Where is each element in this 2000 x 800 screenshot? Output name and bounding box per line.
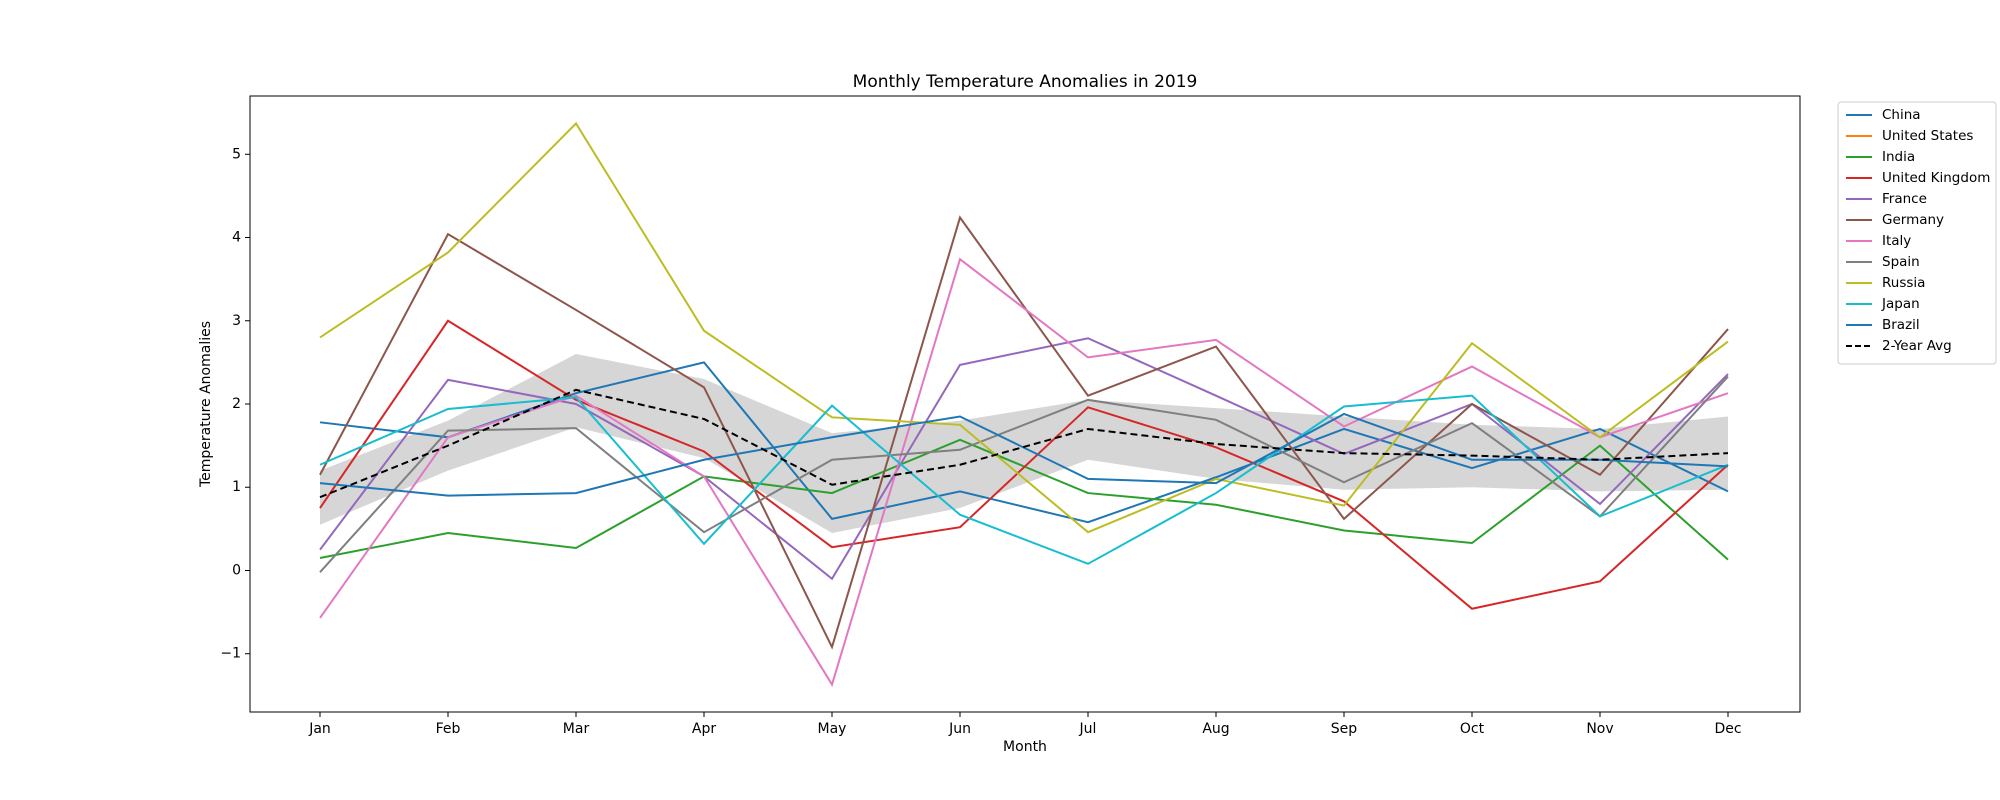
band-area (320, 354, 1728, 534)
x-tick-label: Oct (1460, 721, 1485, 737)
series-line (319, 388, 1729, 499)
x-tick-label: Aug (1202, 721, 1229, 737)
y-tick-label: 1 (232, 479, 241, 495)
y-tick-label: −1 (220, 646, 241, 662)
x-tick-label: Dec (1714, 721, 1741, 737)
legend-label: 2-Year Avg (1882, 338, 1952, 354)
legend-label: Spain (1882, 254, 1920, 270)
y-tick-label: 2 (232, 396, 241, 412)
chart-title: Monthly Temperature Anomalies in 2019 (853, 72, 1198, 92)
y-tick-label: 5 (232, 146, 241, 162)
x-tick-label: Jan (308, 721, 331, 737)
x-tick-label: Mar (563, 721, 590, 737)
y-axis-label: Temperature Anomalies (198, 321, 214, 488)
x-tick-label: Apr (692, 721, 716, 737)
series-line (319, 121, 1729, 534)
legend-label: Brazil (1882, 317, 1920, 333)
legend-label: China (1882, 107, 1921, 123)
legend-label: Germany (1882, 212, 1944, 228)
y-tick-label: 4 (232, 230, 241, 246)
x-axis-label: Month (1003, 739, 1047, 755)
x-tick-label: Jul (1079, 721, 1097, 737)
legend-label: United States (1882, 128, 1973, 144)
legend-label: Japan (1881, 296, 1920, 312)
y-tick-label: 3 (232, 313, 241, 329)
x-tick-label: Jun (948, 721, 971, 737)
series-line (319, 257, 1729, 687)
legend-label: United Kingdom (1882, 170, 1990, 186)
x-tick-label: May (818, 721, 847, 737)
legend-label: Italy (1882, 233, 1911, 249)
legend-label: India (1882, 149, 1915, 165)
legend-label: Russia (1882, 275, 1925, 291)
x-tick-label: Feb (436, 721, 461, 737)
series-line (319, 319, 1729, 610)
x-tick-label: Sep (1331, 721, 1358, 737)
series-line (319, 375, 1729, 573)
y-tick-label: 0 (232, 562, 241, 578)
legend-box (1837, 101, 1997, 365)
legend-label: France (1882, 191, 1927, 207)
x-tick-label: Nov (1586, 721, 1613, 737)
